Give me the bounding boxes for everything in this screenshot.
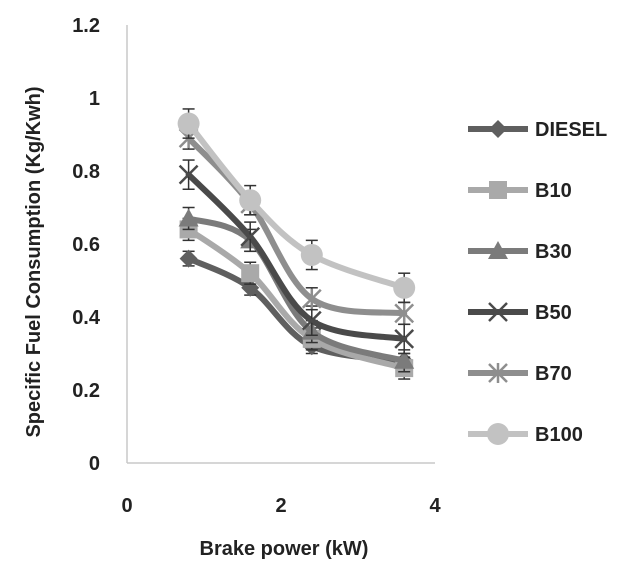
y-tick-label: 1.2 <box>72 15 100 37</box>
y-axis-label: Specific Fuel Consumption (Kg/Kwh) <box>23 86 45 437</box>
series-line <box>185 171 408 342</box>
series-b100 <box>177 108 416 304</box>
series-line <box>185 135 408 317</box>
series-b10 <box>179 217 414 380</box>
data-point <box>241 278 260 297</box>
legend-label: B50 <box>535 302 572 324</box>
data-point <box>178 208 199 227</box>
data-point <box>394 329 415 349</box>
legend-marker <box>488 302 508 322</box>
data-point <box>240 226 261 247</box>
legend-label: B100 <box>535 424 583 446</box>
legend-marker <box>489 120 507 138</box>
y-tick-label: 0 <box>89 453 100 475</box>
y-tick-label: 0.8 <box>72 161 100 183</box>
legend-item: B50 <box>468 302 572 324</box>
marker-stroke <box>178 164 199 185</box>
y-tick-label: 0.6 <box>72 234 100 256</box>
legend-label: B10 <box>535 180 572 202</box>
legend-item: B100 <box>468 423 583 446</box>
x-tick-label: 0 <box>121 495 132 517</box>
data-point <box>179 249 198 268</box>
data-point <box>241 264 260 283</box>
legend-item: B70 <box>468 363 572 385</box>
x-tick-label: 2 <box>275 495 286 517</box>
data-point <box>178 164 199 185</box>
data-point <box>239 189 262 212</box>
marker-stroke <box>240 226 261 247</box>
data-point <box>177 112 200 135</box>
y-tick-label: 0.2 <box>72 380 100 402</box>
legend-marker <box>488 363 508 383</box>
legend-item: B10 <box>468 180 572 202</box>
y-tick-label: 0.4 <box>72 307 101 329</box>
marker-stroke <box>488 302 508 322</box>
legend: DIESEL B10 B30 B50 B70 B100 <box>468 119 607 446</box>
marker-stroke <box>301 310 322 331</box>
legend-marker <box>488 241 508 259</box>
data-point <box>394 303 415 324</box>
legend-marker <box>487 423 509 445</box>
data-point <box>394 350 415 369</box>
data-point <box>301 288 322 309</box>
legend-label: B70 <box>535 363 572 385</box>
series-line <box>185 120 408 291</box>
legend-item: B30 <box>468 241 572 263</box>
data-point <box>301 310 322 331</box>
legend-marker <box>489 181 507 199</box>
legend-item: DIESEL <box>468 119 607 141</box>
legend-label: B30 <box>535 241 572 263</box>
series-line <box>185 226 408 372</box>
y-tick-label: 1 <box>89 88 100 110</box>
data-point <box>300 243 323 266</box>
marker-stroke <box>394 329 415 349</box>
x-tick-label: 4 <box>429 495 441 517</box>
data-point <box>393 276 416 299</box>
legend-label: DIESEL <box>535 119 607 141</box>
x-axis-label: Brake power (kW) <box>200 538 369 560</box>
series-b30 <box>178 206 415 373</box>
